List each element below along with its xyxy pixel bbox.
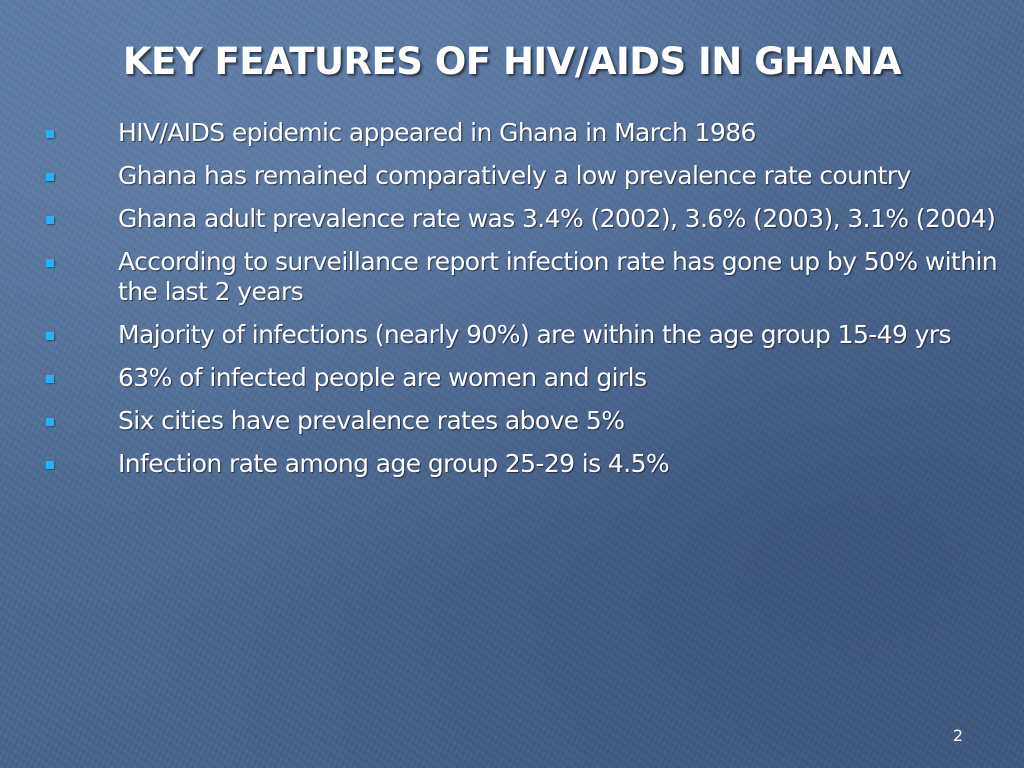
list-item: HIV/AIDS epidemic appeared in Ghana in M… [0,118,1000,148]
square-bullet-icon [46,332,54,340]
slide-title: KEY FEATURES OF HIV/AIDS IN GHANA [122,40,902,83]
bullet-text: Ghana adult prevalence rate was 3.4% (20… [118,204,996,233]
bullet-text: Six cities have prevalence rates above 5… [118,406,625,435]
square-bullet-icon [46,259,54,267]
bullet-text: HIV/AIDS epidemic appeared in Ghana in M… [118,118,756,147]
square-bullet-icon [46,216,54,224]
bullet-text: Majority of infections (nearly 90%) are … [118,320,952,349]
bullet-text: Ghana has remained comparatively a low p… [118,161,911,190]
list-item: Six cities have prevalence rates above 5… [0,406,1000,436]
bullet-text: According to surveillance report infecti… [118,247,998,306]
list-item: Ghana has remained comparatively a low p… [0,161,1000,191]
bullet-text: Infection rate among age group 25-29 is … [118,449,670,478]
square-bullet-icon [46,375,54,383]
list-item: Ghana adult prevalence rate was 3.4% (20… [0,204,1000,234]
square-bullet-icon [46,461,54,469]
square-bullet-icon [46,130,54,138]
list-item: Infection rate among age group 25-29 is … [0,449,1000,479]
bullet-list: HIV/AIDS epidemic appeared in Ghana in M… [0,118,1000,492]
list-item: 63% of infected people are women and gir… [0,363,1000,393]
list-item: Majority of infections (nearly 90%) are … [0,320,1000,350]
page-number: 2 [952,726,963,745]
square-bullet-icon [46,173,54,181]
bullet-text: 63% of infected people are women and gir… [118,363,647,392]
list-item: According to surveillance report infecti… [0,247,1000,307]
square-bullet-icon [46,418,54,426]
